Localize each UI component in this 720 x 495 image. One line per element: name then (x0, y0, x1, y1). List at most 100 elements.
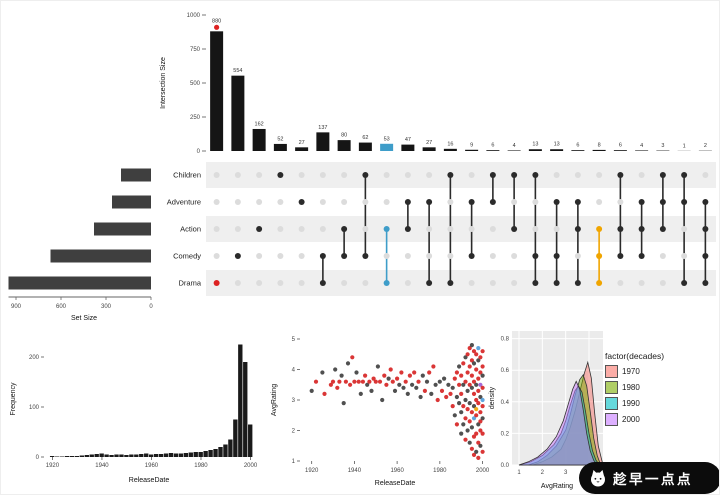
matrix-dot (447, 199, 454, 205)
matrix-dot (383, 253, 390, 259)
matrix-dot (447, 226, 454, 232)
scatter-point (478, 382, 483, 387)
intersection-bar (571, 150, 585, 151)
set-size-tick: 300 (101, 304, 112, 310)
matrix-dot (234, 172, 241, 178)
scatter-point (309, 388, 314, 393)
matrix-dot (319, 199, 326, 205)
scatter-point (474, 413, 479, 418)
matrix-dot (553, 199, 560, 205)
x-axis-title: ReleaseDate (129, 477, 170, 484)
matrix-dot (638, 253, 645, 259)
y-axis-title: Frequency (10, 382, 17, 416)
matrix-dot (532, 172, 539, 178)
scatter-point (471, 416, 477, 421)
scatter-point (480, 397, 485, 403)
x-axis-tick: 2 (541, 470, 545, 476)
bar-value-label: 27 (299, 140, 305, 146)
matrix-dot (702, 253, 709, 259)
matrix-dot (532, 253, 539, 259)
matrix-dot (213, 226, 220, 232)
hist-bar (243, 362, 248, 457)
matrix-dot (277, 280, 284, 286)
scatter-point (471, 391, 477, 396)
intersection-bar (231, 75, 245, 151)
scatter-point (471, 452, 477, 457)
matrix-dot (298, 199, 305, 205)
hist-bar (168, 453, 174, 457)
matrix-dot (213, 280, 220, 286)
matrix-dot (596, 172, 603, 178)
scatter-point (457, 382, 462, 387)
matrix-dot (638, 226, 645, 232)
hist-bar (188, 452, 193, 457)
cat-icon (591, 470, 605, 487)
matrix-dot (341, 253, 348, 259)
set-size-chart: 900 600 300 0 Set Size (8, 168, 153, 322)
scatter-point (350, 355, 355, 360)
scatter-point (354, 370, 359, 375)
bar-value-label: 554 (233, 68, 242, 74)
matrix-dot (404, 253, 411, 259)
matrix-dot (574, 280, 581, 286)
matrix-dot (277, 253, 284, 259)
scatter-point (424, 379, 430, 384)
query-marker (214, 24, 220, 30)
intersection-bar (358, 142, 372, 151)
scatter-point (437, 379, 442, 384)
bar-value-label: 2 (704, 143, 707, 149)
matrix-dot (596, 280, 603, 286)
matrix-dot (574, 253, 581, 259)
matrix-dot (681, 280, 688, 286)
scatter-point (459, 410, 464, 415)
scatter-point (360, 379, 365, 384)
x-axis-tick: 2000 (244, 463, 258, 469)
scatter-point (476, 388, 481, 393)
hist-bar (178, 453, 184, 457)
hist-bar (148, 454, 154, 457)
bar-value-label: 9 (470, 142, 473, 148)
y-axis-tick: 4 (292, 368, 296, 374)
y-axis-tick: 0.2 (501, 431, 510, 437)
set-size-bar (112, 195, 151, 209)
legend-label: 1980 (622, 383, 640, 392)
set-size-tick: 600 (56, 304, 67, 310)
matrix-dot (277, 199, 284, 205)
scatter-point (442, 376, 447, 381)
matrix-dot (362, 280, 369, 286)
scatter-point (412, 370, 417, 375)
matrix-dot (511, 280, 518, 286)
bar-value-label: 880 (212, 18, 221, 24)
hist-bar (49, 456, 55, 457)
hist-bar (89, 454, 94, 457)
scatter-point (339, 373, 344, 378)
scatter-point (478, 410, 483, 415)
scatter-point (431, 364, 436, 369)
scatter-point (474, 352, 479, 357)
hist-bar (173, 453, 179, 457)
scatter-point (416, 379, 421, 384)
x-axis-tick: 1940 (95, 463, 109, 469)
matrix-dot (234, 253, 241, 259)
matrix-dot (489, 199, 496, 205)
scatter-point (418, 394, 423, 400)
matrix-dot (638, 172, 645, 178)
scatter-point (480, 449, 485, 454)
bar-value-label: 4 (513, 143, 516, 149)
scatter-point (429, 391, 434, 396)
density-legend: factor(decades) 1970 1980 1990 2000 (605, 351, 715, 429)
matrix-dot (383, 280, 390, 286)
matrix-dot (553, 226, 560, 232)
scatter-point (478, 394, 483, 400)
scatter-point (480, 364, 485, 369)
scatter-point (476, 358, 481, 363)
scatter-point (480, 385, 485, 390)
matrix-dot (383, 172, 390, 178)
matrix-dot (489, 280, 496, 286)
hist-bar (54, 456, 60, 457)
intersection-bar (592, 149, 606, 151)
matrix-dot (638, 199, 645, 205)
scatter-point (330, 379, 336, 384)
intersection-bar (316, 132, 330, 151)
bar-value-label: 8 (598, 142, 601, 148)
